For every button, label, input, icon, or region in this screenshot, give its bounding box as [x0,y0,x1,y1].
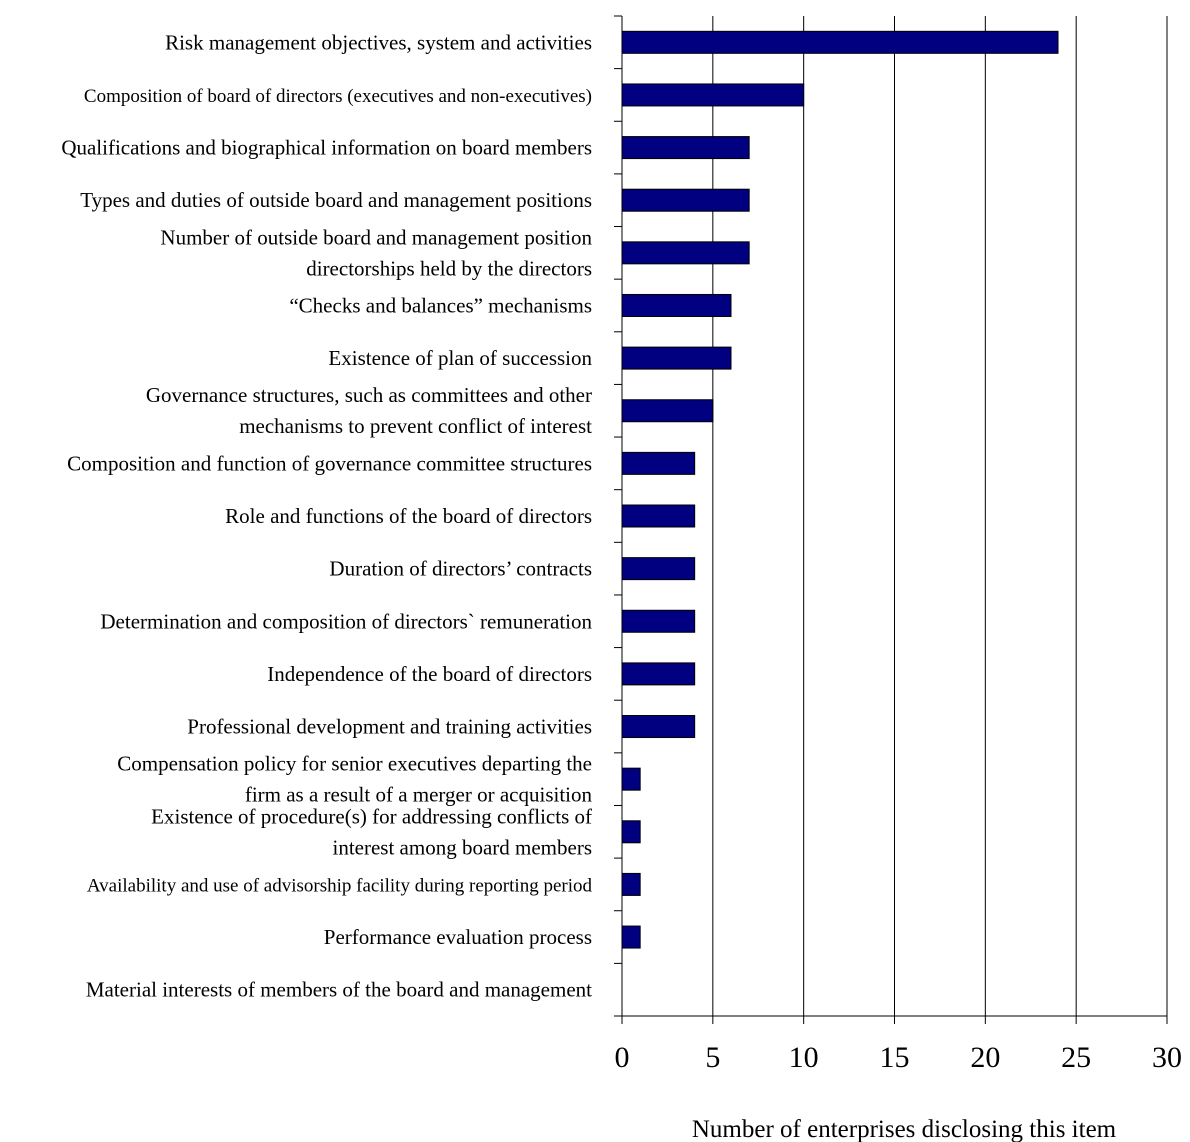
x-tick-labels: 0 5 10 15 20 25 30 [615,1041,1183,1074]
category-label-line: Existence of procedure(s) for addressing… [151,804,592,828]
category-label-line: Existence of plan of succession [328,346,592,370]
x-tick-label: 0 [615,1041,630,1074]
category-label: Composition of board of directors (execu… [84,86,592,107]
bar [621,30,1059,54]
bar [621,241,750,265]
bar [621,872,641,896]
bar [621,451,696,475]
bar [621,767,641,791]
bar [621,346,732,370]
x-tick-label: 25 [1061,1041,1091,1074]
category-label-line: Risk management objectives, system and a… [165,30,592,54]
category-label-line: Types and duties of outside board and ma… [80,188,592,212]
category-label-line: mechanisms to prevent conflict of intere… [239,414,592,438]
bar [621,83,805,107]
category-label-line: Independence of the board of directors [267,662,592,686]
category-label-line: interest among board members [332,835,592,859]
category-label-line: Role and functions of the board of direc… [225,504,592,528]
category-label-line: “Checks and balances” mechanisms [289,293,592,317]
x-tick-label: 20 [970,1041,1000,1074]
category-label-line: Qualifications and biographical informat… [61,136,592,160]
x-tick-label: 15 [880,1041,910,1074]
category-label: Types and duties of outside board and ma… [80,188,592,212]
category-label-line: Determination and composition of directo… [100,609,592,633]
category-label: Independence of the board of directors [267,662,592,686]
category-label-line: Compensation policy for senior executive… [117,752,592,776]
category-label: Qualifications and biographical informat… [61,136,592,160]
bar [621,557,696,581]
category-labels: Risk management objectives, system and a… [61,30,592,1001]
category-label-line: Governance structures, such as committee… [146,383,592,407]
category-label-line: Professional development and training ac… [187,715,592,739]
bar [621,662,696,686]
bar [621,399,714,423]
bar [621,188,750,212]
category-label-line: Number of outside board and management p… [160,225,592,249]
axes [614,15,1168,1024]
category-label: Compensation policy for senior executive… [117,752,592,807]
category-label-line: Performance evaluation process [324,925,592,949]
bar [621,504,696,528]
category-label: Risk management objectives, system and a… [165,30,592,54]
category-label: Composition and function of governance c… [67,451,592,475]
gridlines [712,16,1168,1016]
category-label: Existence of plan of succession [328,346,592,370]
category-label-line: Duration of directors’ contracts [329,557,592,581]
category-label: Role and functions of the board of direc… [225,504,592,528]
category-label: “Checks and balances” mechanisms [289,293,592,317]
category-label-line: Composition of board of directors (execu… [84,86,592,107]
bar [621,925,641,949]
category-label: Performance evaluation process [324,925,592,949]
category-label-line: Availability and use of advisorship faci… [87,875,593,896]
x-tick-label: 30 [1152,1041,1182,1074]
category-label-line: Material interests of members of the boa… [86,978,592,1002]
category-label: Determination and composition of directo… [100,609,592,633]
category-label: Existence of procedure(s) for addressing… [151,804,592,859]
category-label-line: directorships held by the directors [306,256,592,280]
bar [621,293,732,317]
category-label: Number of outside board and management p… [160,225,592,280]
category-label: Availability and use of advisorship faci… [87,875,593,896]
bar [621,136,750,160]
bar [621,609,696,633]
category-label-line: firm as a result of a merger or acquisit… [245,783,593,807]
bars [621,30,1059,949]
x-tick-label: 5 [705,1041,720,1074]
category-label: Material interests of members of the boa… [86,978,592,1002]
category-label: Governance structures, such as committee… [146,383,592,438]
bar [621,820,641,844]
category-label: Professional development and training ac… [187,715,592,739]
category-label-line: Composition and function of governance c… [67,451,592,475]
x-tick-label: 10 [789,1041,819,1074]
category-label: Duration of directors’ contracts [329,557,592,581]
bar [621,715,696,739]
x-axis-title: Number of enterprises disclosing this it… [692,1116,1117,1142]
